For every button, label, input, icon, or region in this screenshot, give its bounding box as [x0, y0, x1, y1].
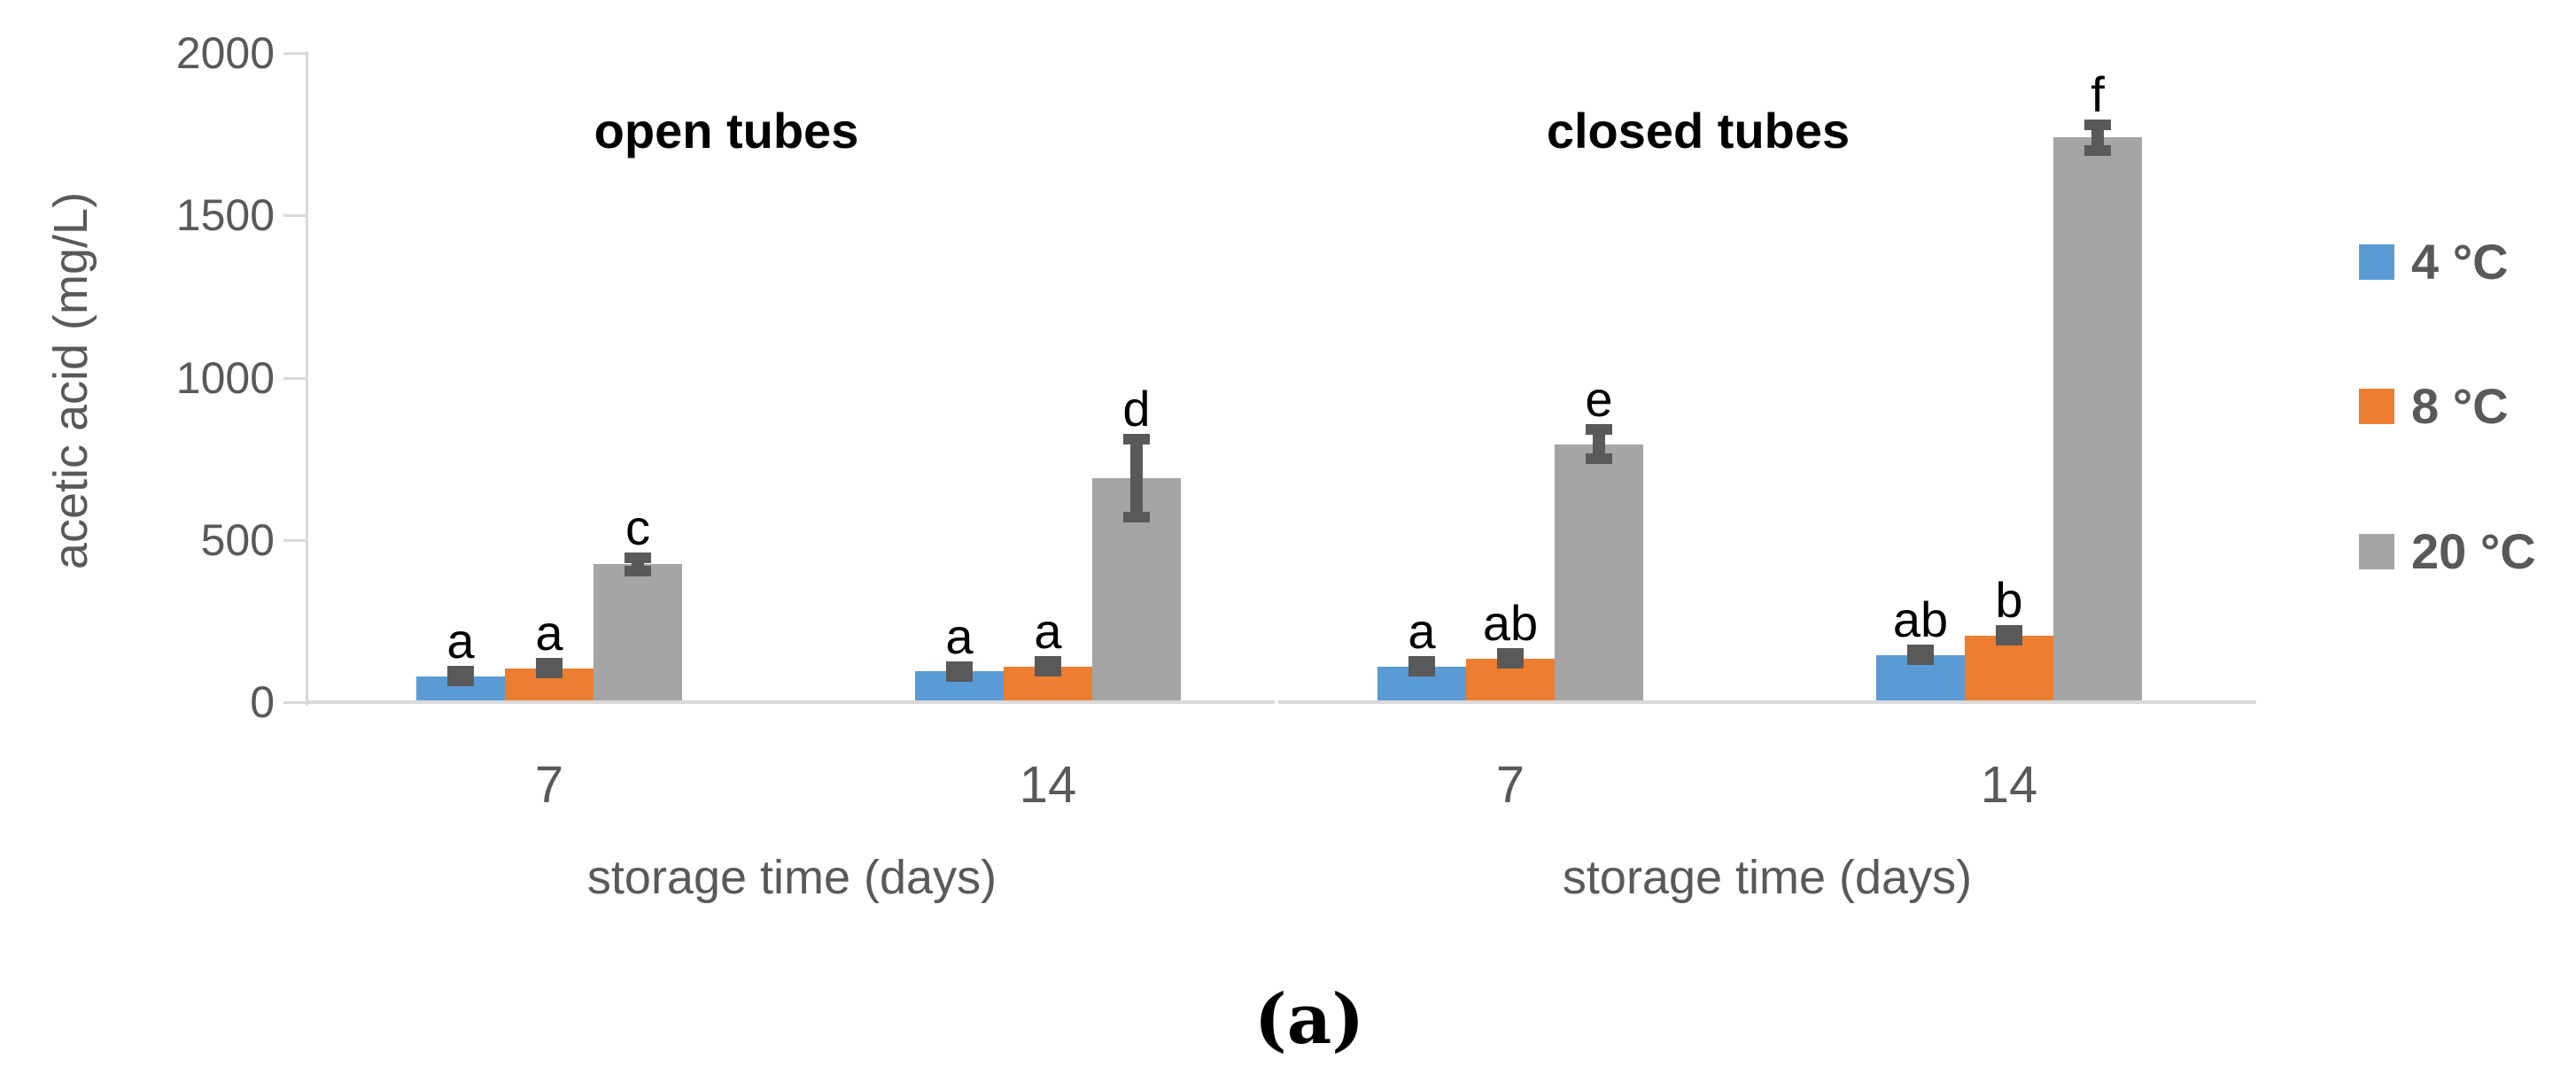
error-bar-cap-bottom [625, 566, 651, 576]
error-bar-cap-bottom [536, 668, 563, 678]
error-bar-cap-bottom [1035, 666, 1061, 676]
y-tick-label: 500 [200, 515, 275, 565]
significance-letter: a [446, 613, 475, 669]
error-bar-cap-bottom [1586, 453, 1612, 464]
y-tick-mark [283, 377, 306, 380]
bar-20c [594, 564, 682, 700]
error-bar-stem [1130, 439, 1143, 517]
error-bar-cap-bottom [1497, 658, 1524, 669]
significance-letter: b [1995, 572, 2023, 628]
y-tick-label: 0 [250, 677, 275, 727]
legend-label: 20 °C [2411, 523, 2536, 579]
error-bar-cap-bottom [1996, 635, 2022, 645]
error-bar-cap-top [1497, 648, 1524, 659]
error-bar-cap-top [536, 658, 563, 669]
error-bar-stem [2091, 125, 2104, 151]
category-label: 7 [534, 756, 564, 814]
error-bar-stem [1593, 429, 1605, 459]
error-bar-cap-top [946, 661, 973, 672]
error-bar-cap-top [1035, 656, 1061, 667]
panel-title: open tubes [594, 103, 859, 158]
significance-letter: e [1585, 371, 1613, 427]
y-tick-mark [283, 701, 306, 704]
y-axis-line [306, 51, 308, 706]
y-tick-mark [283, 52, 306, 55]
error-bar-cap-top [625, 553, 651, 563]
legend-swatch-4c [2359, 244, 2394, 280]
error-bar-cap-bottom [1123, 512, 1150, 522]
bar-20c [2053, 137, 2142, 700]
category-label: 7 [1495, 756, 1525, 814]
error-bar-cap-bottom [1907, 654, 1934, 665]
x-axis-title: storage time (days) [1562, 851, 1973, 904]
error-bar-cap-top [2084, 120, 2111, 130]
y-tick-mark [283, 214, 306, 217]
y-tick-label: 1500 [175, 190, 275, 240]
significance-letter: f [2091, 66, 2105, 122]
error-bar-cap-top [1408, 656, 1435, 667]
legend-swatch-8c [2359, 389, 2394, 424]
x-axis-title: storage time (days) [586, 851, 997, 904]
error-bar-cap-bottom [946, 671, 973, 682]
error-bar-cap-top [1907, 645, 1934, 655]
significance-letter: a [535, 605, 563, 661]
significance-letter: c [625, 499, 650, 555]
error-bar-cap-top [1586, 424, 1612, 435]
y-tick-label: 1000 [175, 353, 275, 403]
bar-20c [1555, 444, 1643, 700]
significance-letter: a [1034, 603, 1062, 659]
significance-letter: d [1122, 381, 1151, 437]
error-bar-cap-top [447, 666, 474, 676]
legend-label: 8 °C [2411, 378, 2509, 434]
x-axis-line [1278, 700, 2256, 704]
category-label: 14 [1019, 756, 1077, 814]
category-label: 14 [1980, 756, 2038, 814]
error-bar-cap-bottom [2084, 145, 2111, 156]
significance-letter: ab [1482, 595, 1539, 651]
legend-label: 4 °C [2411, 234, 2509, 290]
significance-letter: a [945, 608, 974, 664]
error-bar-cap-bottom [447, 676, 474, 686]
error-bar-cap-top [1996, 625, 2022, 636]
significance-letter: ab [1892, 591, 1949, 647]
subfigure-caption: (a) [1253, 979, 1365, 1060]
panel-title: closed tubes [1546, 103, 1851, 158]
error-bar-cap-bottom [1408, 666, 1435, 676]
significance-letter: a [1408, 603, 1436, 659]
y-tick-mark [283, 539, 306, 542]
y-tick-label: 2000 [175, 28, 275, 78]
error-bar-cap-top [1123, 434, 1150, 444]
bar-8c [1965, 636, 2053, 700]
legend-swatch-20c [2359, 534, 2394, 569]
x-axis-line [308, 700, 1275, 704]
